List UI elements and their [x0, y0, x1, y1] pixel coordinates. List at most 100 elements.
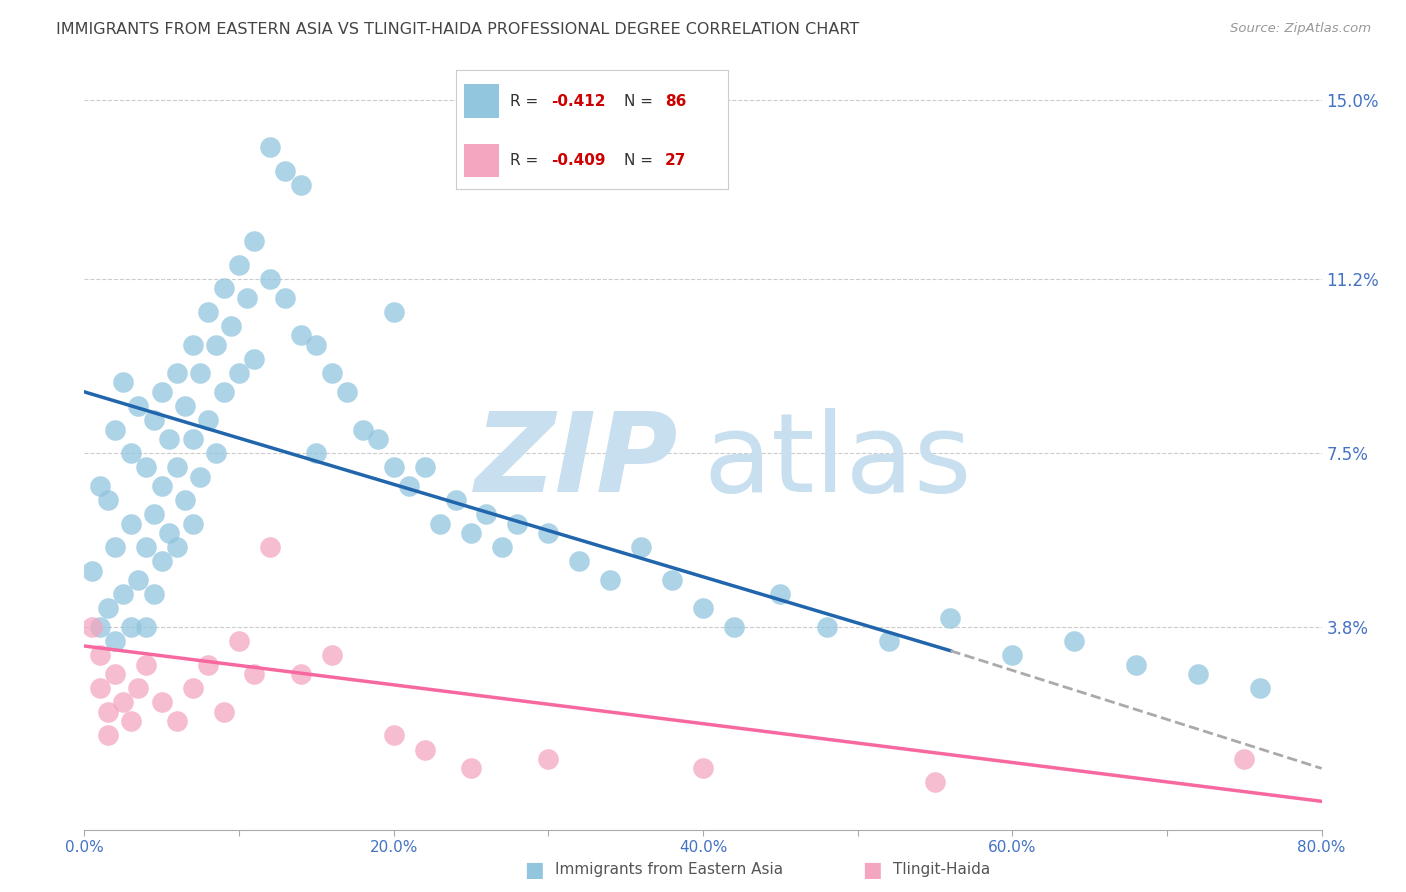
Point — [228, 366, 250, 380]
Point — [506, 516, 529, 531]
Point — [599, 573, 621, 587]
Point — [1125, 657, 1147, 672]
Point — [174, 399, 197, 413]
Point — [135, 620, 157, 634]
Point — [181, 432, 204, 446]
Point — [104, 423, 127, 437]
Point — [1187, 667, 1209, 681]
Text: Immigrants from Eastern Asia: Immigrants from Eastern Asia — [555, 863, 783, 877]
Point — [274, 291, 297, 305]
Point — [120, 516, 142, 531]
Point — [290, 667, 312, 681]
Point — [769, 587, 792, 601]
Point — [120, 714, 142, 729]
Point — [661, 573, 683, 587]
Point — [305, 338, 328, 352]
Point — [305, 446, 328, 460]
Point — [228, 634, 250, 648]
Point — [475, 508, 498, 522]
Y-axis label: Professional Degree: Professional Degree — [0, 369, 7, 523]
Point — [352, 423, 374, 437]
Point — [143, 587, 166, 601]
Point — [166, 460, 188, 475]
Point — [382, 305, 405, 319]
Point — [143, 413, 166, 427]
Point — [630, 540, 652, 554]
Point — [181, 516, 204, 531]
Point — [290, 328, 312, 343]
Point — [429, 516, 451, 531]
Point — [181, 681, 204, 696]
Point — [82, 564, 104, 578]
Point — [112, 696, 135, 710]
Point — [228, 258, 250, 272]
Point — [235, 291, 259, 305]
Point — [1063, 634, 1085, 648]
Point — [166, 540, 188, 554]
Point — [274, 163, 297, 178]
Point — [135, 540, 157, 554]
Point — [1249, 681, 1271, 696]
Point — [96, 601, 118, 615]
Point — [127, 681, 149, 696]
Point — [413, 742, 436, 756]
Point — [336, 384, 359, 399]
Point — [112, 587, 135, 601]
Point — [212, 384, 235, 399]
Point — [166, 366, 188, 380]
Point — [197, 657, 219, 672]
Point — [89, 681, 111, 696]
Point — [82, 620, 104, 634]
Point — [939, 611, 962, 625]
Point — [127, 573, 149, 587]
Text: Source: ZipAtlas.com: Source: ZipAtlas.com — [1230, 22, 1371, 36]
Point — [135, 460, 157, 475]
Point — [259, 540, 281, 554]
Point — [537, 752, 560, 766]
Point — [382, 460, 405, 475]
Point — [692, 761, 714, 775]
Point — [537, 526, 560, 541]
Text: ■: ■ — [524, 860, 544, 880]
Point — [150, 554, 173, 568]
Point — [321, 648, 343, 663]
Point — [243, 234, 266, 248]
Point — [135, 657, 157, 672]
Point — [367, 432, 389, 446]
Point — [89, 479, 111, 493]
Point — [413, 460, 436, 475]
Point — [159, 432, 180, 446]
Point — [259, 140, 281, 154]
Text: Tlingit-Haida: Tlingit-Haida — [893, 863, 990, 877]
Point — [188, 366, 211, 380]
Point — [290, 178, 312, 192]
Text: ZIP: ZIP — [475, 408, 678, 515]
Point — [460, 526, 482, 541]
Point — [243, 667, 266, 681]
Point — [568, 554, 591, 568]
Point — [205, 446, 228, 460]
Point — [491, 540, 513, 554]
Point — [197, 413, 219, 427]
Point — [96, 493, 118, 508]
Point — [104, 540, 127, 554]
Point — [150, 479, 173, 493]
Point — [174, 493, 197, 508]
Point — [460, 761, 482, 775]
Point — [181, 338, 204, 352]
Point — [444, 493, 467, 508]
Point — [104, 634, 127, 648]
Point — [120, 446, 142, 460]
Point — [259, 272, 281, 286]
Point — [96, 705, 118, 719]
Point — [692, 601, 714, 615]
Point — [104, 667, 127, 681]
Point — [219, 318, 242, 333]
Point — [815, 620, 838, 634]
Text: atlas: atlas — [703, 408, 972, 515]
Point — [243, 351, 266, 366]
Point — [159, 526, 180, 541]
Point — [112, 376, 135, 390]
Point — [877, 634, 900, 648]
Point — [143, 508, 166, 522]
